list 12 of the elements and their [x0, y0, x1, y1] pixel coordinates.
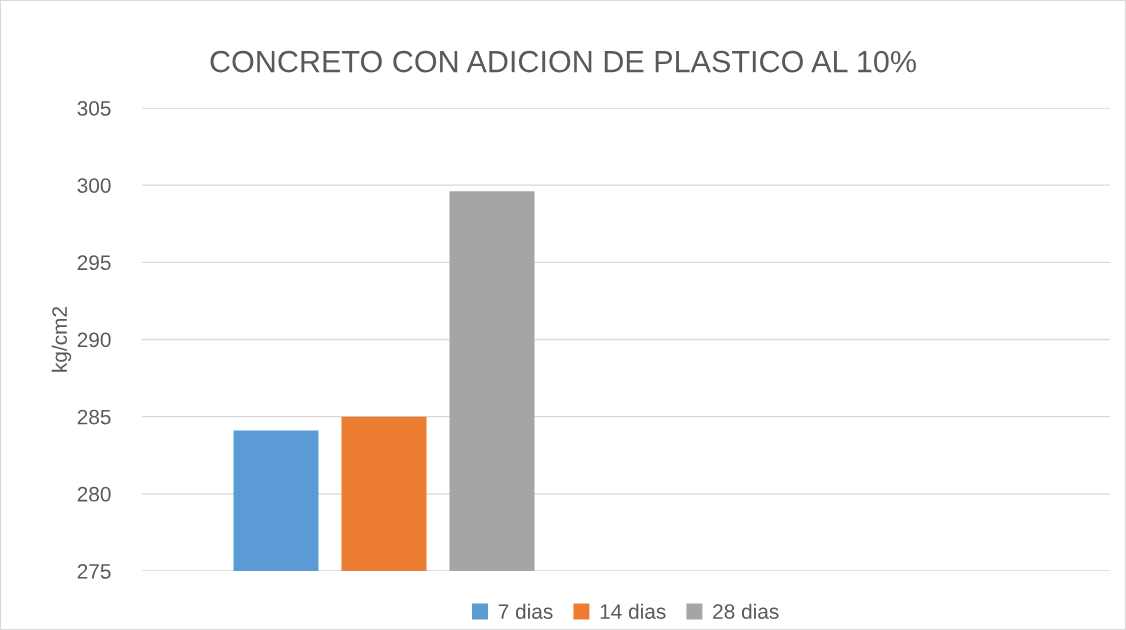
- y-tick-label: 300: [77, 178, 111, 193]
- y-tick-label: 275: [77, 564, 111, 579]
- legend-label: 28 dias: [713, 603, 779, 619]
- y-tick-label: 290: [77, 332, 111, 348]
- legend-label: 7 dias: [498, 603, 553, 619]
- legend-label: 14 dias: [600, 603, 666, 619]
- y-tick-label: 295: [77, 255, 111, 271]
- y-axis-title: kg/cm2: [51, 306, 72, 372]
- y-tick-label: 285: [77, 409, 111, 425]
- chart-title: CONCRETO CON ADICION DE PLASTICO AL 10%: [210, 50, 916, 73]
- y-tick-label: 280: [77, 486, 111, 502]
- y-tick-label: 305: [77, 101, 111, 116]
